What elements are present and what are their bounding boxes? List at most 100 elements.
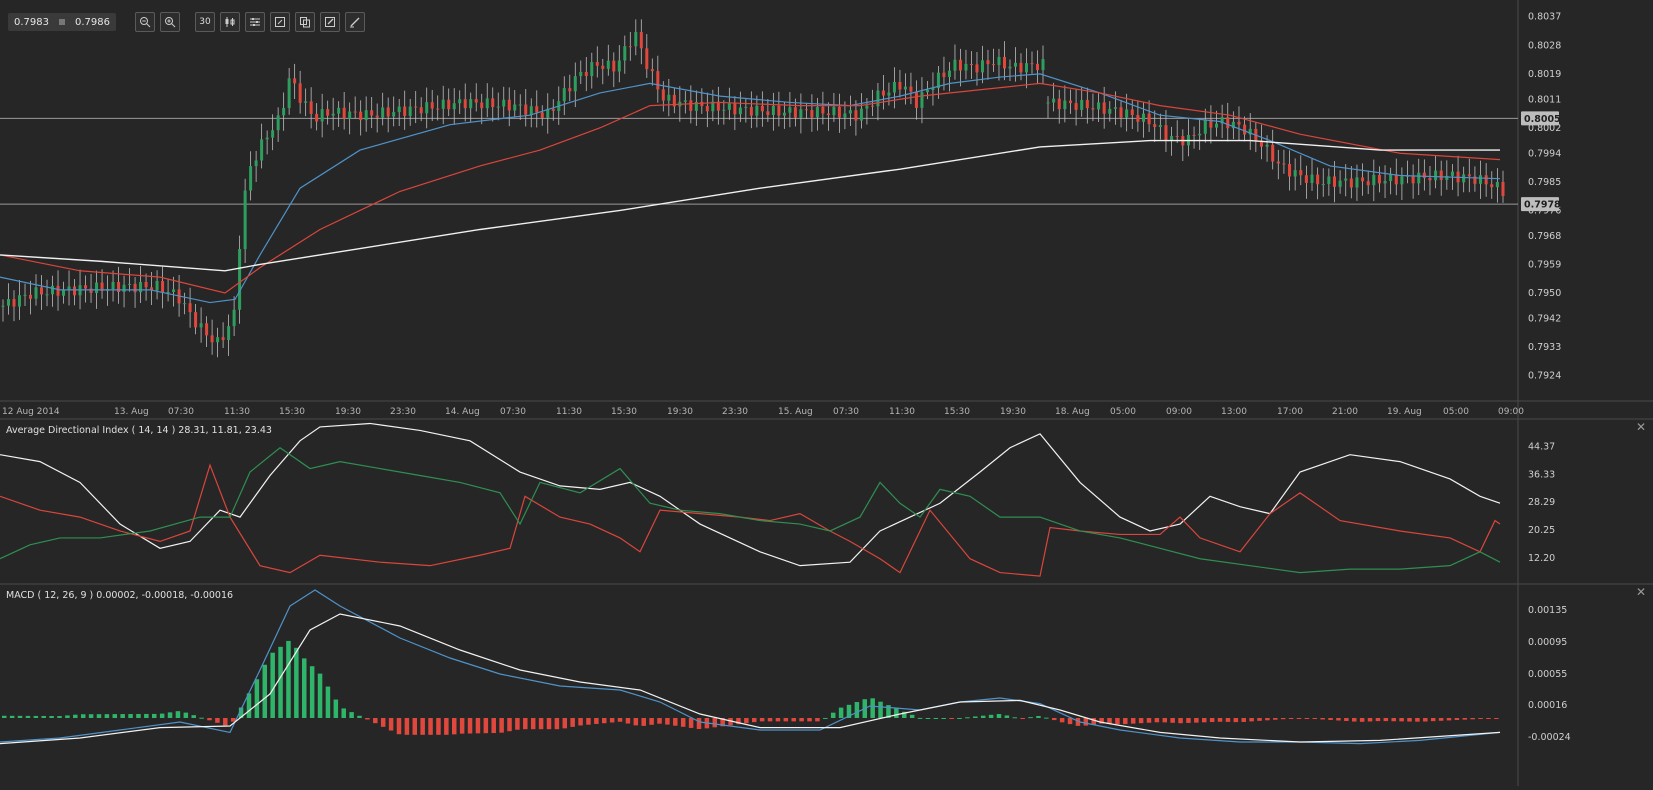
macd-histogram-bar — [1249, 718, 1254, 722]
adx-tick-label: 36.33 — [1528, 469, 1555, 480]
macd-histogram-bar — [1020, 718, 1025, 719]
macd-histogram-bar — [1186, 718, 1191, 723]
week2-candle — [1198, 133, 1202, 136]
week1-candle — [876, 90, 880, 107]
zoom-out-icon[interactable] — [135, 12, 155, 32]
week1-candle — [474, 99, 478, 103]
close-macd-icon[interactable]: ✕ — [1636, 585, 1647, 599]
macd-histogram-bar — [775, 718, 781, 722]
macd-histogram-bar — [578, 718, 583, 726]
week2-candle — [1316, 174, 1320, 185]
week2-candle — [1321, 184, 1325, 186]
week1-candle — [903, 86, 907, 90]
week1-candle — [293, 78, 297, 84]
macd-histogram-bar — [420, 718, 425, 735]
macd-histogram-bar — [159, 713, 165, 718]
macd-histogram-bar — [144, 713, 149, 718]
week1-candle — [238, 249, 242, 310]
time-axis-label: 13. Aug — [114, 407, 149, 417]
week1-candle — [408, 106, 412, 116]
week1-candle — [958, 59, 962, 71]
price-tick-label: 0.7994 — [1528, 148, 1561, 159]
time-axis-label: 12 Aug 2014 — [2, 407, 60, 417]
week2-candle — [1400, 176, 1404, 185]
week2-candle — [1248, 128, 1252, 135]
week1-candle — [804, 109, 808, 111]
week2-candle — [1091, 108, 1095, 110]
macd-histogram-bar — [1407, 718, 1412, 722]
macd-histogram-bar — [175, 711, 181, 718]
macd-histogram-bar — [294, 647, 299, 718]
macd-histogram-bar — [1336, 718, 1341, 721]
time-axis-label: 15:30 — [611, 407, 637, 417]
macd-histogram-bar — [302, 658, 307, 718]
week1-candle — [419, 107, 423, 114]
macd-histogram-bar — [1462, 718, 1468, 720]
macd-histogram-bar — [744, 718, 749, 724]
week1-candle — [386, 107, 390, 117]
macd-histogram-bar — [657, 718, 662, 724]
macd-histogram-bar — [104, 714, 110, 718]
week1-candle — [199, 323, 203, 328]
week1-candle — [73, 286, 77, 296]
candles-icon[interactable] — [220, 12, 240, 32]
macd-histogram-bar — [1217, 718, 1223, 722]
macd-histogram-bar — [1273, 718, 1278, 720]
macd-histogram-bar — [388, 718, 394, 731]
macd-histogram-bar — [728, 718, 733, 726]
macd-histogram-bar — [9, 715, 15, 718]
week1-candle — [799, 109, 803, 118]
week1-candle — [1013, 62, 1017, 67]
quote-box[interactable]: 0.7983 0.7986 — [8, 13, 116, 31]
macd-histogram-bar — [436, 718, 441, 735]
week2-candle — [1445, 175, 1449, 180]
week1-candle — [243, 190, 247, 250]
macd-histogram-bar — [452, 718, 457, 735]
macd-histogram-bar — [1107, 718, 1112, 724]
week2-candle — [1209, 119, 1213, 128]
fullscreen-icon[interactable] — [270, 12, 290, 32]
week1-candle — [656, 71, 660, 90]
week1-candle — [997, 56, 1001, 66]
zoom-in-icon[interactable] — [160, 12, 180, 32]
week1-candle — [766, 111, 770, 116]
week1-candle — [821, 106, 825, 114]
macd-histogram-bar — [1123, 718, 1128, 725]
macd-histogram-bar — [309, 666, 315, 718]
close-adx-icon[interactable]: ✕ — [1636, 420, 1647, 434]
week1-candle — [320, 109, 324, 122]
macd-histogram-bar — [980, 715, 986, 718]
copy-icon[interactable] — [295, 12, 315, 32]
price-level-badge — [1521, 111, 1559, 126]
draw-icon[interactable] — [345, 12, 365, 32]
macd-histogram-bar — [617, 718, 623, 722]
macd-histogram-bar — [1146, 718, 1152, 723]
macd-histogram-bar — [783, 718, 789, 722]
week2-candle — [1220, 117, 1224, 124]
week1-candle — [309, 101, 313, 114]
time-axis-label: 19:30 — [1000, 407, 1026, 417]
week1-candle — [700, 101, 704, 106]
macd-histogram-bar — [1225, 718, 1231, 722]
week1-candle — [892, 81, 896, 93]
week1-candle — [298, 83, 302, 103]
week1-candle — [540, 112, 544, 118]
week1-candle — [749, 106, 753, 116]
week1-candle — [392, 112, 396, 117]
week1-candle — [1035, 63, 1040, 71]
week2-candle — [1450, 171, 1454, 176]
quote-separator — [59, 19, 65, 25]
week1-candle — [18, 295, 22, 307]
week2-candle — [1192, 134, 1196, 136]
week2-candle — [1046, 102, 1050, 104]
timeframe-button[interactable]: 30 — [195, 12, 215, 32]
week2-candle — [1113, 107, 1117, 109]
week1-candle — [584, 71, 588, 77]
week1-candle — [502, 99, 506, 107]
edit-icon[interactable] — [320, 12, 340, 32]
macd-tick-label: -0.00024 — [1528, 732, 1571, 743]
week2-candle — [1237, 121, 1241, 125]
macd-histogram-bar — [1478, 718, 1483, 719]
indicators-icon[interactable] — [245, 12, 265, 32]
